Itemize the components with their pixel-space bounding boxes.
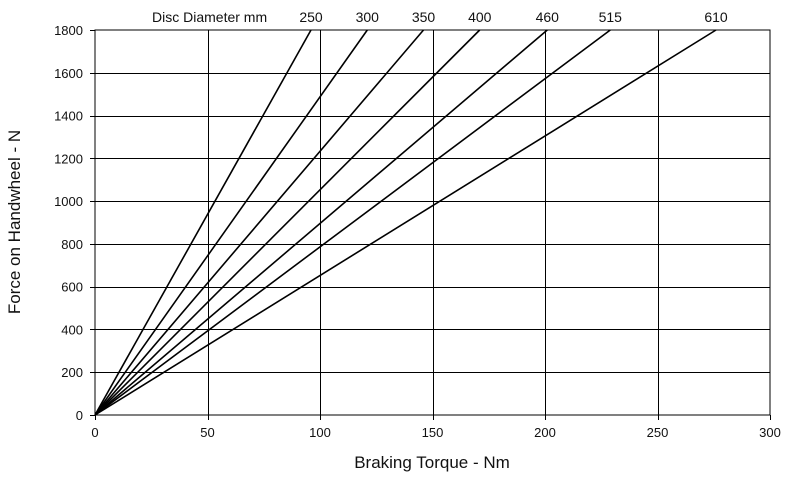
y-axis-title: Force on Handwheel - N [5,130,24,314]
series-label-610: 610 [704,9,728,25]
x-tick-labels: 0 50 100 150 200 250 300 [91,425,780,440]
series-line-350 [94,29,425,416]
series-lines [94,29,717,416]
y-tick-label: 200 [61,365,83,380]
x-tick-label: 100 [309,425,331,440]
series-line-300 [94,29,368,416]
y-tick-label: 400 [61,322,83,337]
series-line-400 [94,29,481,416]
series-label-400: 400 [468,9,492,25]
y-tick-label: 1600 [54,66,83,81]
series-label-350: 350 [412,9,436,25]
x-tick-label: 250 [647,425,669,440]
y-tick-label: 1200 [54,151,83,166]
series-label-300: 300 [356,9,380,25]
legend-title: Disc Diameter mm [152,9,267,25]
series-label-460: 460 [536,9,560,25]
series-line-610 [94,29,717,416]
y-tick-label: 800 [61,237,83,252]
x-tick-label: 50 [200,425,214,440]
grid [90,30,771,420]
x-tick-label: 150 [422,425,444,440]
series-label-515: 515 [599,9,623,25]
y-tick-labels: 0 200 400 600 800 1000 1200 1400 1600 1800 [54,23,83,423]
y-tick-label: 600 [61,280,83,295]
y-tick-label: 0 [76,408,83,423]
x-tick-label: 200 [534,425,556,440]
x-tick-label: 300 [759,425,781,440]
x-axis-title: Braking Torque - Nm [354,453,510,472]
series-line-250 [94,29,312,416]
series-line-460 [94,29,548,416]
y-tick-label: 1000 [54,194,83,209]
y-tick-label: 1400 [54,109,83,124]
y-tick-label: 1800 [54,23,83,38]
series-line-515 [94,29,611,416]
x-tick-label: 0 [91,425,98,440]
plot-frame [94,29,771,416]
series-labels: 250 300 350 400 460 515 610 [299,9,728,25]
series-label-250: 250 [299,9,323,25]
